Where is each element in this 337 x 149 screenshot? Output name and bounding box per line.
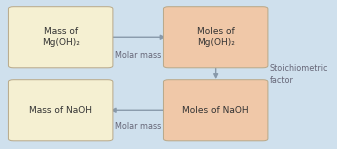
FancyBboxPatch shape [8, 80, 113, 141]
FancyBboxPatch shape [163, 80, 268, 141]
Text: Stoichiometric
factor: Stoichiometric factor [270, 65, 328, 84]
Text: Mass of NaOH: Mass of NaOH [29, 106, 92, 115]
Text: Mass of
Mg(OH)₂: Mass of Mg(OH)₂ [42, 27, 80, 48]
Text: Moles of NaOH: Moles of NaOH [182, 106, 249, 115]
Text: Moles of
Mg(OH)₂: Moles of Mg(OH)₂ [197, 27, 235, 48]
Text: Molar mass: Molar mass [115, 122, 161, 131]
FancyBboxPatch shape [8, 7, 113, 68]
FancyBboxPatch shape [163, 7, 268, 68]
Text: Molar mass: Molar mass [115, 51, 161, 60]
